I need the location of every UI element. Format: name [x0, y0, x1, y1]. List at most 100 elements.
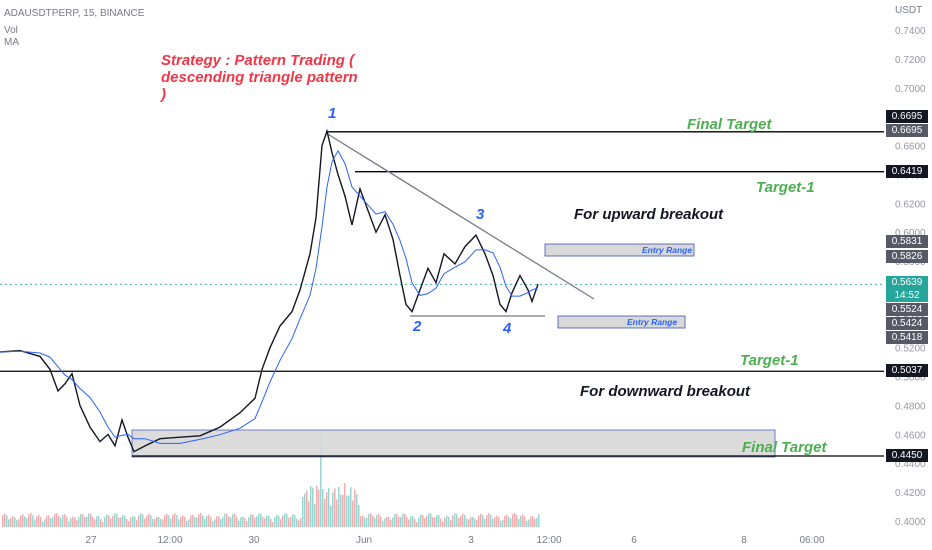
ma-indicator-label[interactable]: MA [4, 37, 19, 48]
x-tick-label: 6 [631, 535, 637, 546]
x-tick-label: 12:00 [157, 535, 182, 546]
volume-bar [470, 517, 472, 527]
volume-bar [292, 514, 294, 527]
volume-bar [348, 495, 350, 527]
volume-bar [80, 513, 82, 527]
y-tick-label: 0.6600 [895, 142, 926, 153]
vol-indicator-label[interactable]: Vol [4, 25, 18, 36]
volume-bar [446, 515, 448, 527]
volume-bar [390, 519, 392, 527]
price-line [0, 128, 539, 453]
volume-bar [2, 515, 4, 527]
volume-bar [250, 514, 252, 527]
volume-bar [322, 488, 324, 527]
volume-bar [266, 515, 268, 527]
volume-bar [174, 513, 176, 527]
volume-bar [124, 515, 126, 527]
volume-bar [198, 514, 200, 527]
volume-bar [214, 519, 216, 527]
y-tick-label: 0.5200 [895, 344, 926, 355]
volume-bar [74, 517, 76, 527]
volume-bar [46, 515, 48, 527]
volume-bar [186, 521, 188, 527]
volume-bar [182, 515, 184, 527]
x-tick-label: 27 [85, 535, 97, 546]
volume-bar [32, 515, 34, 527]
candle-countdown: 14:52 [886, 289, 928, 302]
price-tag-target1-down: 0.5037 [886, 364, 928, 377]
volume-bar [518, 519, 520, 527]
price-tag-line-1: 0.6695 [886, 124, 928, 137]
y-tick-label: 0.7200 [895, 55, 926, 66]
volume-bar [52, 517, 54, 527]
x-tick-label: 06:00 [799, 535, 824, 546]
volume-bar [302, 497, 304, 527]
volume-bar [192, 514, 194, 527]
volume-bar [318, 489, 320, 527]
volume-bar [478, 515, 480, 527]
volume-bar [344, 483, 346, 527]
volume-bar [282, 515, 284, 527]
volume-bar [496, 515, 498, 527]
volume-bar [184, 517, 186, 527]
y-tick-label: 0.7400 [895, 26, 926, 37]
volume-bar [276, 515, 278, 527]
downward-breakout-label: For downward breakout [580, 383, 751, 400]
volume-bar [510, 518, 512, 527]
volume-bar [94, 519, 96, 527]
volume-bar [324, 498, 326, 527]
volume-bar [178, 519, 180, 527]
volume-bar [490, 514, 492, 527]
volume-bar [300, 517, 302, 527]
volume-bar [78, 517, 80, 527]
volume-bar [58, 515, 60, 527]
volume-bar [20, 515, 22, 527]
volume-bar [188, 519, 190, 527]
volume-bar [380, 516, 382, 527]
y-tick-label: 0.4000 [895, 517, 926, 528]
volume-bar [366, 517, 368, 527]
volume-bar [476, 519, 478, 527]
volume-bar [502, 519, 504, 527]
volume-bar [246, 521, 248, 527]
volume-bar [512, 514, 514, 527]
volume-bar [538, 514, 540, 527]
volume-bar [346, 495, 348, 527]
volume-bar [498, 516, 500, 527]
volume-bar [98, 516, 100, 527]
volume-bar [522, 514, 524, 527]
volume-bar [442, 521, 444, 527]
volume-bar [68, 521, 70, 527]
volume-bar [258, 513, 260, 527]
volume-bar [360, 516, 362, 527]
volume-bar [298, 520, 300, 527]
volume-bar [264, 518, 266, 527]
price-tag-final-target-down: 0.4450 [886, 449, 928, 462]
price-tag-entry-top-2: 0.5826 [886, 250, 928, 263]
volume-bar [4, 513, 6, 527]
price-tag-target1-up: 0.6419 [886, 165, 928, 178]
volume-bar [450, 520, 452, 527]
volume-bar [340, 494, 342, 527]
y-tick-label: 0.4600 [895, 430, 926, 441]
volume-bar [224, 513, 226, 527]
volume-bar [242, 516, 244, 527]
volume-bar [26, 517, 28, 527]
volume-bar [230, 517, 232, 527]
pattern-point-4: 4 [503, 320, 512, 337]
volume-bar [460, 516, 462, 527]
volume-bar [464, 514, 466, 527]
target-levels [0, 131, 884, 457]
volume-bar [310, 486, 312, 527]
volume-bar [164, 515, 166, 527]
volume-bar [18, 519, 20, 527]
volume-bar [378, 514, 380, 527]
volume-bar [154, 519, 156, 527]
volume-bar [260, 513, 262, 527]
volume-bar [314, 503, 316, 527]
volume-bar [112, 515, 114, 527]
volume-bar [44, 519, 46, 527]
volume-bar [414, 518, 416, 527]
volume-bar [384, 518, 386, 527]
